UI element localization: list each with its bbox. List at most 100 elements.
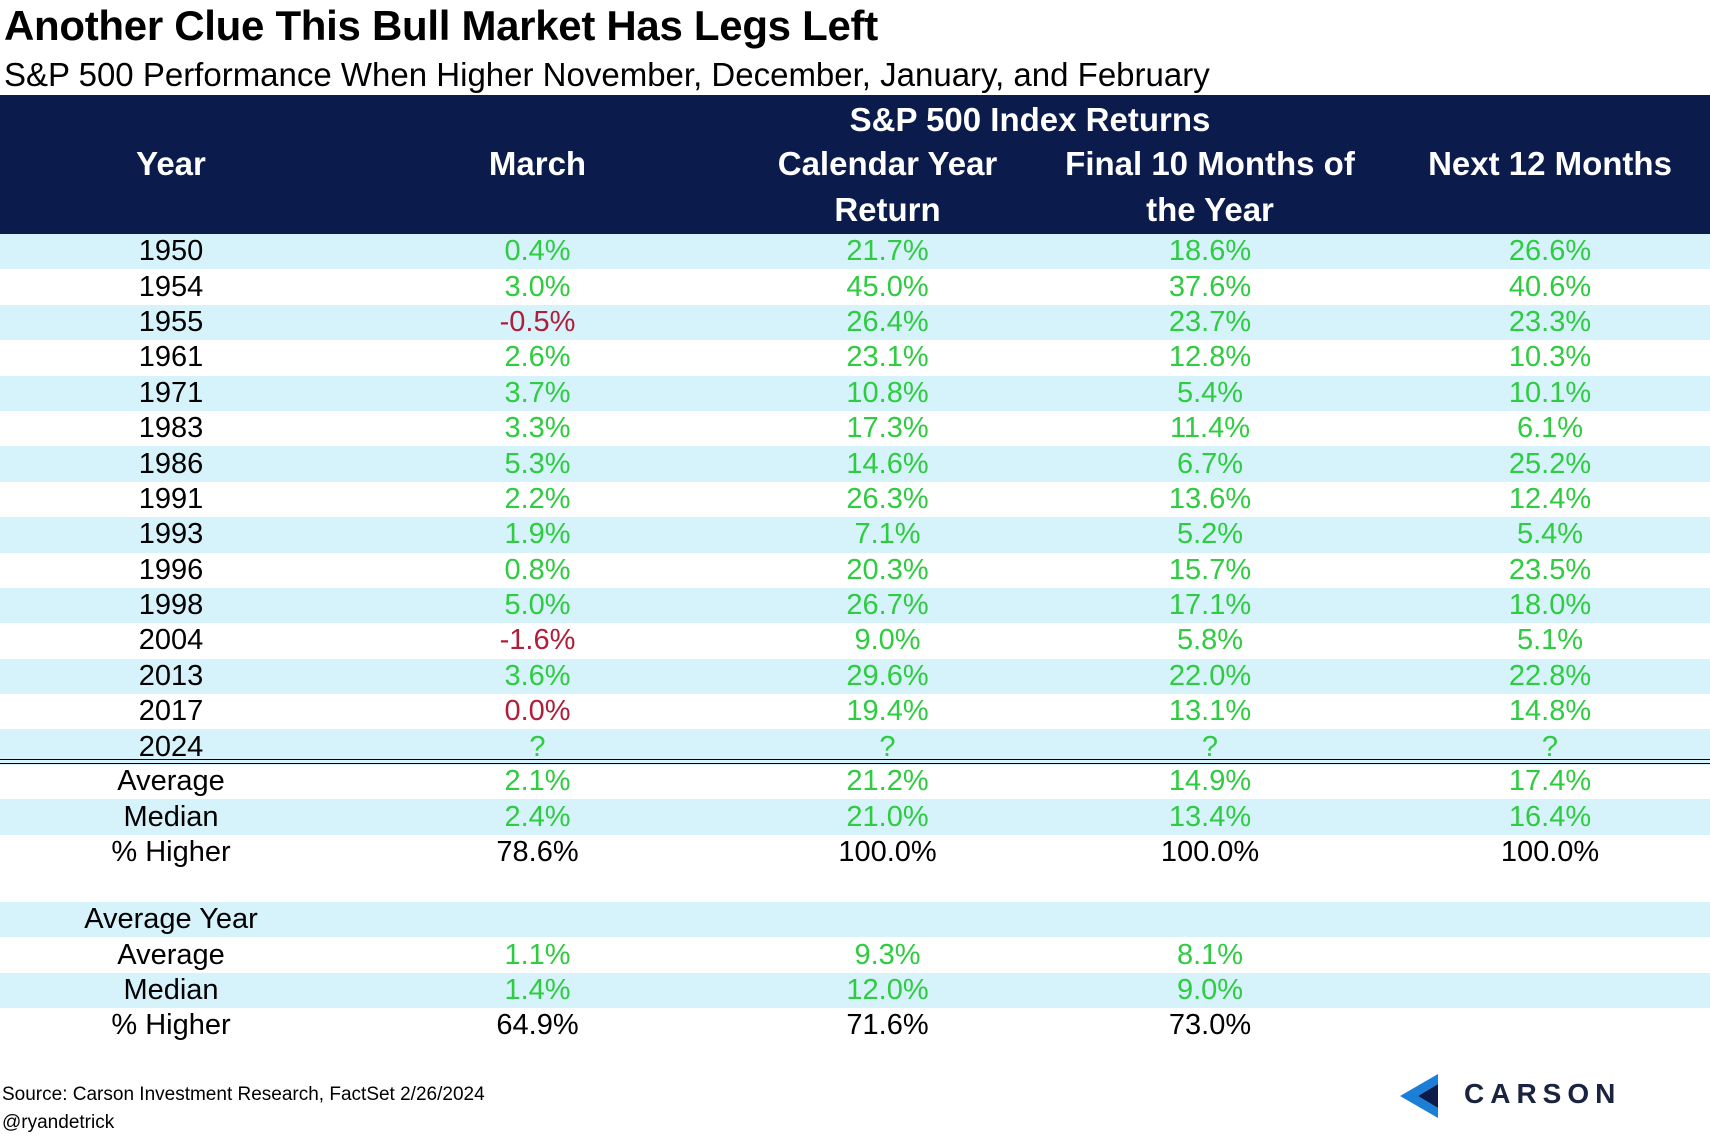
- final-ten-months-cell: ?: [1201, 730, 1219, 763]
- final-ten-months-cell: 5.8%: [1176, 624, 1244, 657]
- table-row: 1991 2.2% 26.3% 13.6% 12.4%: [0, 482, 1710, 517]
- calendar-year-cell: 7.1%: [854, 518, 921, 551]
- final-ten-months-cell: 73.0%: [1168, 1009, 1252, 1042]
- final-ten-months-cell: 9.0%: [1176, 973, 1244, 1006]
- table-row: 1950 0.4% 21.7% 18.6% 26.6%: [0, 234, 1710, 270]
- calendar-year-cell: 26.7%: [846, 589, 929, 622]
- next-12-months-cell: 14.8%: [1508, 695, 1592, 728]
- calendar-year-cell: 9.0%: [854, 624, 921, 657]
- header-final-ten-months: Final 10 Months of the Year: [1040, 141, 1380, 233]
- source-note: Source: Carson Investment Research, Fact…: [2, 1084, 485, 1105]
- final-ten-months-cell: 22.0%: [1168, 659, 1252, 692]
- average-year-row: Median 1.4% 12.0% 9.0%: [0, 972, 1710, 1009]
- summary-row: % Higher 78.6% 100.0% 100.0% 100.0%: [0, 835, 1710, 870]
- average-year-row-label: % Higher: [111, 1009, 231, 1042]
- calendar-year-cell: 12.0%: [846, 973, 929, 1006]
- year-cell: 1986: [138, 447, 204, 480]
- final-ten-months-cell: 5.2%: [1176, 518, 1244, 551]
- march-cell: 1.1%: [504, 938, 571, 971]
- march-cell: 2.6%: [504, 341, 571, 374]
- march-cell: 2.4%: [504, 800, 571, 833]
- table-row: 1961 2.6% 23.1% 12.8% 10.3%: [0, 340, 1710, 375]
- table-row: 1955 -0.5% 26.4% 23.7% 23.3%: [0, 304, 1710, 341]
- calendar-year-cell: 9.3%: [854, 938, 921, 971]
- calendar-year-cell: 21.2%: [846, 765, 929, 798]
- year-cell: 1998: [138, 589, 204, 622]
- next-12-months-cell: 23.5%: [1508, 553, 1592, 586]
- header-year: Year: [136, 145, 206, 182]
- table-row: 1993 1.9% 7.1% 5.2% 5.4%: [0, 517, 1710, 553]
- next-12-months-cell: 26.6%: [1508, 235, 1592, 268]
- year-cell: 1950: [138, 235, 204, 268]
- next-12-months-cell: 25.2%: [1508, 447, 1592, 480]
- final-ten-months-cell: 15.7%: [1168, 553, 1252, 586]
- header-group-label: S&P 500 Index Returns: [849, 101, 1211, 138]
- summary-rows: Average 2.1% 21.2% 14.9% 17.4% Median 2.4% 21.0…: [0, 764, 1710, 870]
- summary-row: Median 2.4% 21.0% 13.4% 16.4%: [0, 799, 1710, 835]
- year-cell: 2024: [138, 730, 204, 763]
- table-row: 1971 3.7% 10.8% 5.4% 10.1%: [0, 375, 1710, 411]
- calendar-year-cell: 10.8%: [846, 376, 929, 409]
- next-12-months-cell: 16.4%: [1508, 800, 1592, 833]
- table-row: 2017 0.0% 19.4% 13.1% 14.8%: [0, 694, 1710, 729]
- average-year-row-label: Median: [123, 973, 219, 1006]
- next-12-months-cell: ?: [1541, 730, 1559, 763]
- header-next-12-months: Next 12 Months: [1428, 145, 1672, 182]
- calendar-year-cell: 20.3%: [846, 553, 929, 586]
- march-cell: -1.6%: [499, 624, 576, 657]
- table-row: 2024????: [0, 729, 1710, 765]
- summary-label: Average: [117, 765, 225, 798]
- march-cell: 0.0%: [504, 695, 571, 728]
- next-12-months-cell: 6.1%: [1516, 412, 1584, 445]
- header-calendar-line1: Calendar Year: [777, 145, 998, 182]
- final-ten-months-cell: 14.9%: [1168, 765, 1252, 798]
- march-cell: 1.4%: [504, 973, 571, 1006]
- year-cell: 2013: [138, 659, 204, 692]
- next-12-months-cell: 17.4%: [1508, 765, 1592, 798]
- march-cell: 3.6%: [504, 659, 571, 692]
- year-cell: 1961: [138, 341, 204, 374]
- average-year-heading-row: Average Year: [0, 902, 1710, 938]
- header-march: March: [488, 145, 587, 182]
- next-12-months-cell: 22.8%: [1508, 659, 1592, 692]
- double-divider: [0, 759, 1710, 764]
- final-ten-months-cell: 100.0%: [1160, 835, 1260, 868]
- year-cell: 1991: [138, 482, 204, 515]
- final-ten-months-cell: 8.1%: [1176, 938, 1244, 971]
- page-title: Another Clue This Bull Market Has Legs L…: [4, 2, 878, 49]
- average-year-label: Average Year: [84, 903, 258, 936]
- next-12-months-cell: 5.1%: [1516, 624, 1584, 657]
- year-cell: 1954: [138, 270, 204, 303]
- final-ten-months-cell: 12.8%: [1168, 341, 1252, 374]
- summary-label: Median: [123, 800, 219, 833]
- summary-row: Average 2.1% 21.2% 14.9% 17.4%: [0, 764, 1710, 799]
- average-year-row-label: Average: [117, 938, 225, 971]
- next-12-months-cell: 10.3%: [1508, 341, 1592, 374]
- march-cell: 78.6%: [496, 835, 579, 868]
- calendar-year-cell: 26.3%: [846, 482, 929, 515]
- calendar-year-cell: 100.0%: [838, 835, 937, 868]
- author-handle: @ryandetrick: [2, 1112, 115, 1133]
- final-ten-months-cell: 13.1%: [1168, 695, 1252, 728]
- header-final-line2: the Year: [1146, 191, 1274, 228]
- calendar-year-cell: 45.0%: [846, 270, 929, 303]
- table-row: 2004 -1.6% 9.0% 5.8% 5.1%: [0, 623, 1710, 658]
- march-cell: 0.8%: [504, 553, 571, 586]
- calendar-year-cell: 14.6%: [846, 447, 929, 480]
- year-cell: 1993: [138, 518, 204, 551]
- summary-label: % Higher: [111, 835, 231, 868]
- average-year-row: % Higher 64.9% 71.6% 73.0%: [0, 1008, 1710, 1043]
- header-calendar-year: Calendar Year Return: [730, 141, 1045, 233]
- carson-logo-text: CARSON: [1464, 1078, 1622, 1109]
- march-cell: -0.5%: [499, 305, 576, 338]
- next-12-months-cell: 5.4%: [1516, 518, 1584, 551]
- calendar-year-cell: 21.0%: [846, 800, 929, 833]
- average-year-row: Average 1.1% 9.3% 8.1%: [0, 937, 1710, 972]
- next-12-months-cell: 10.1%: [1508, 376, 1592, 409]
- table-row: 1986 5.3% 14.6% 6.7% 25.2%: [0, 446, 1710, 482]
- year-cell: 1996: [138, 553, 204, 586]
- final-ten-months-cell: 37.6%: [1168, 270, 1252, 303]
- march-cell: 3.3%: [504, 412, 571, 445]
- year-cell: 1983: [138, 412, 204, 445]
- average-year-section: Average Year Average 1.1% 9.3% 8.1% Median 1.4…: [0, 902, 1710, 1044]
